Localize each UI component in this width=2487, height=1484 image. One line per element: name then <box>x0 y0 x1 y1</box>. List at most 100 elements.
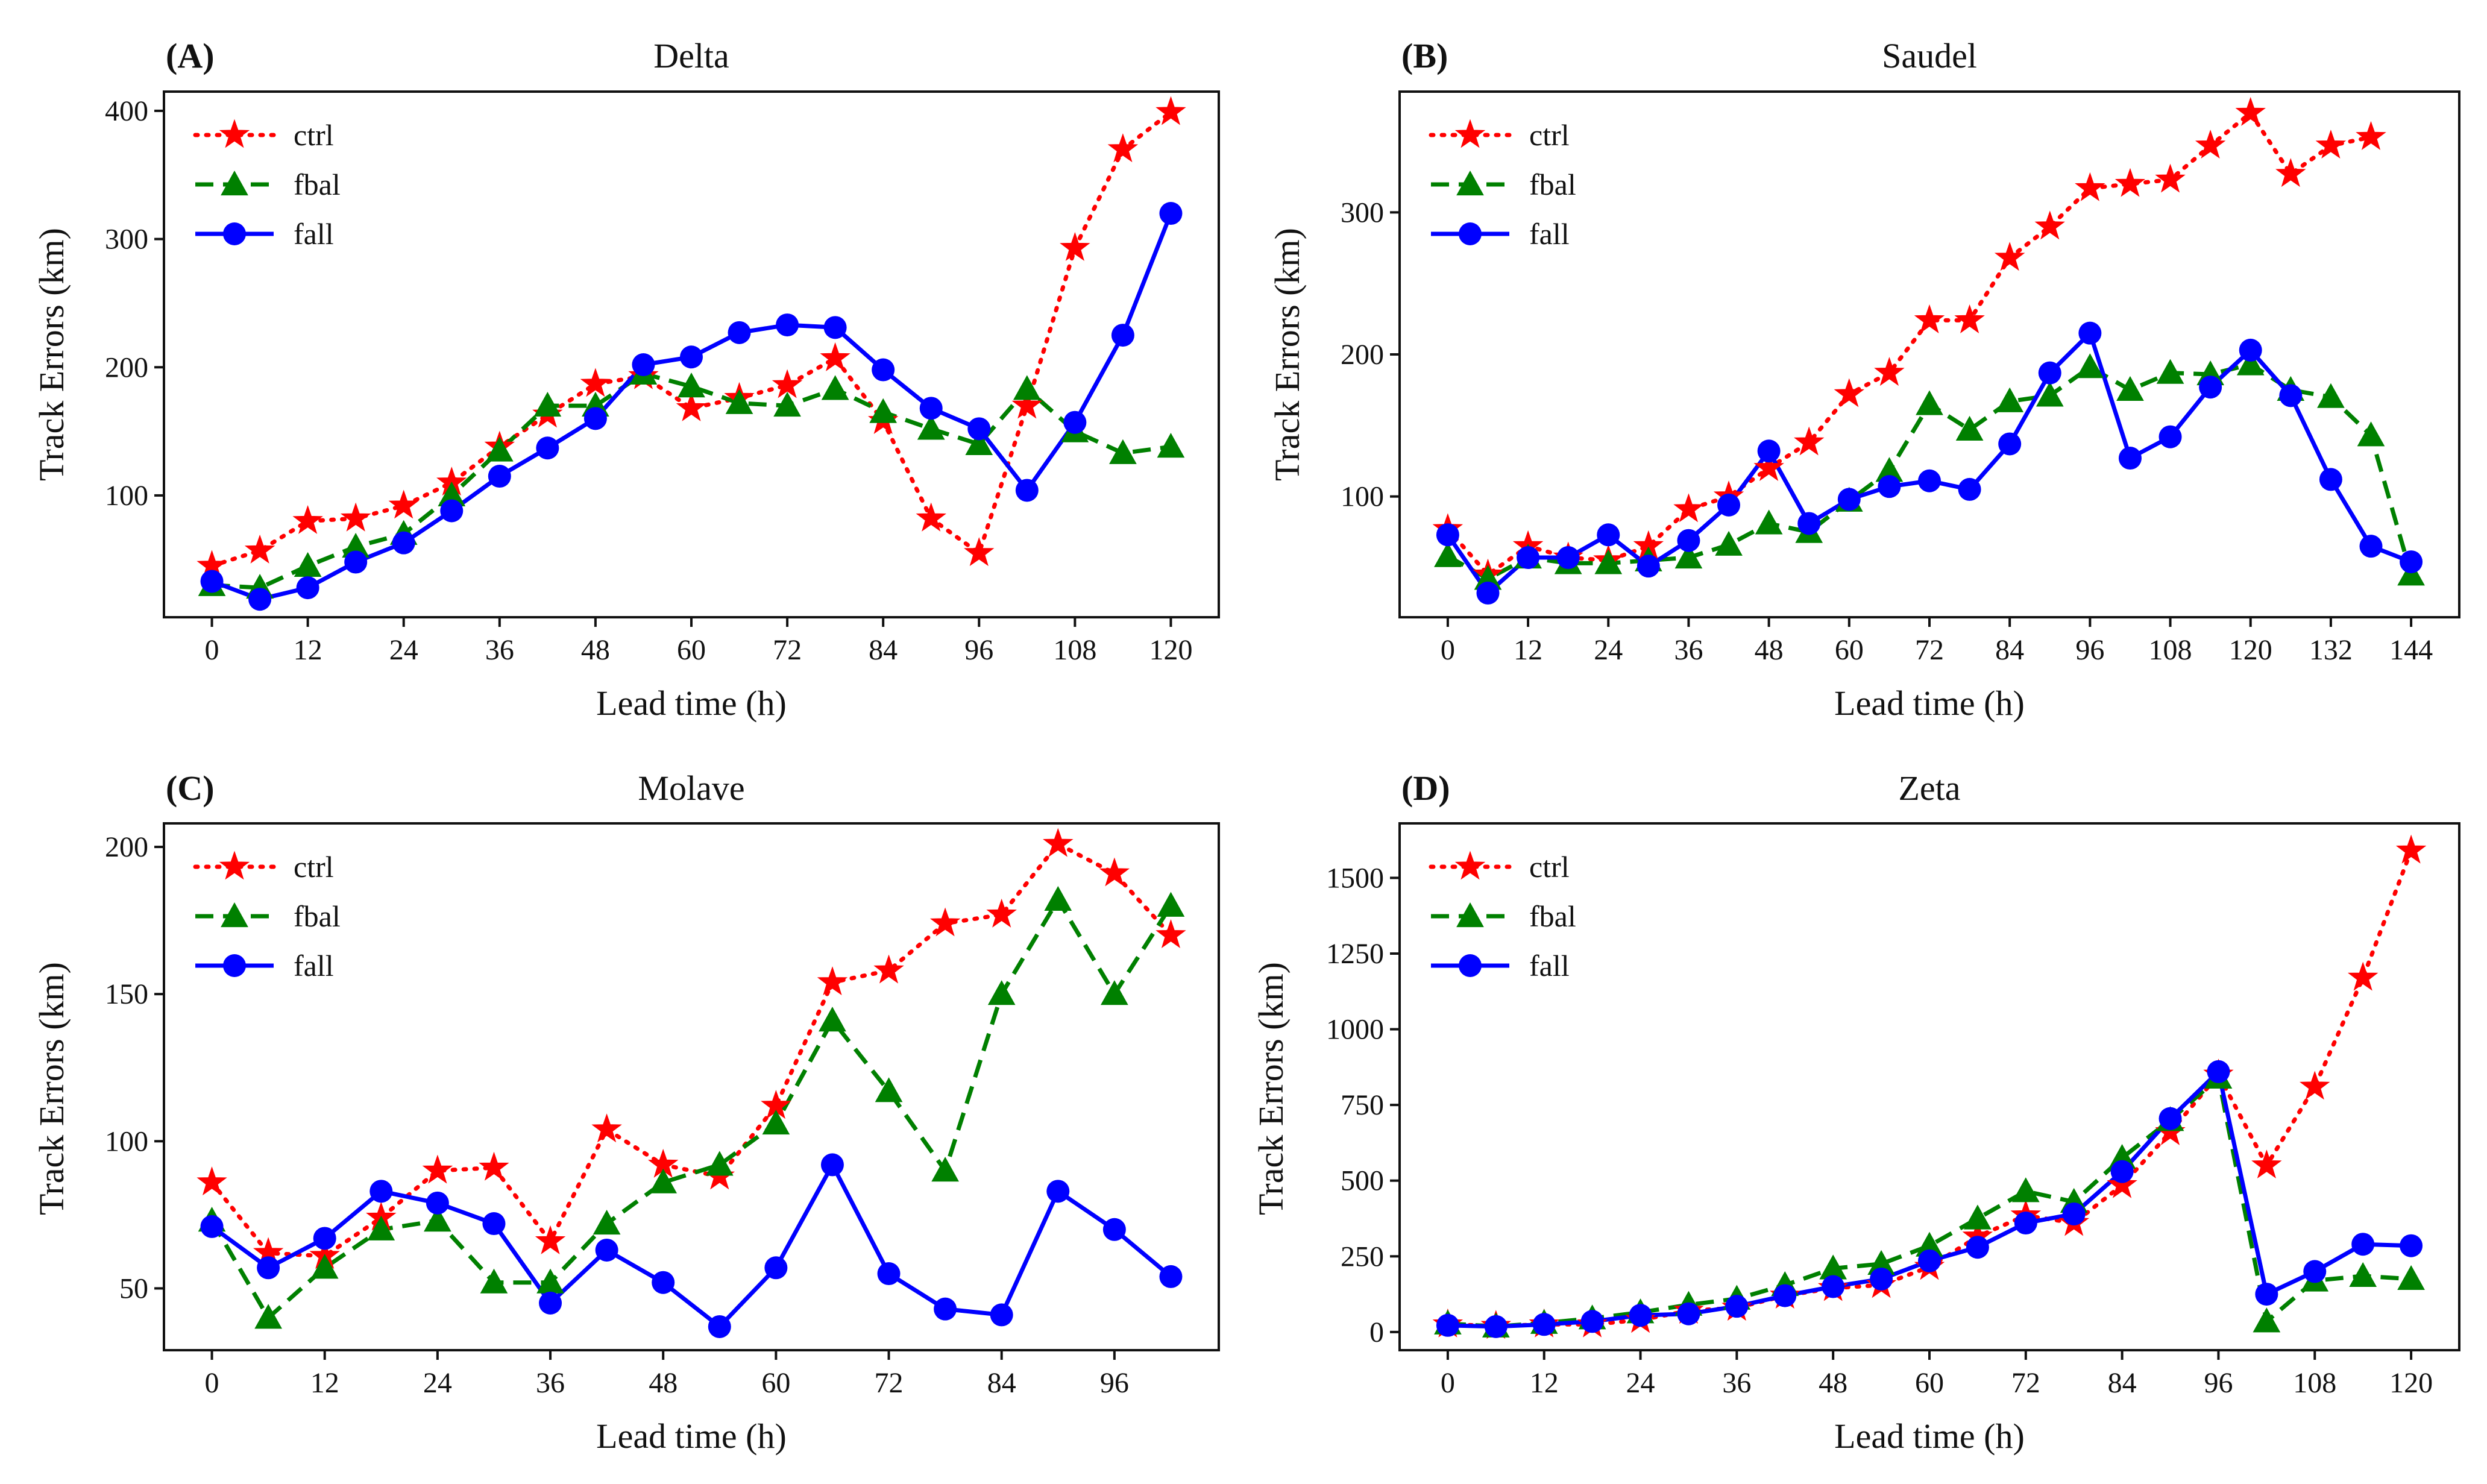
data-point-fall <box>872 358 895 382</box>
x-tick-label: 72 <box>1915 634 1944 666</box>
data-point-fall <box>257 1256 280 1280</box>
data-point-fall <box>1837 488 1861 511</box>
x-tick-label: 48 <box>1755 634 1784 666</box>
data-point-fall <box>1046 1180 1070 1203</box>
x-tick-label: 144 <box>2389 634 2433 666</box>
series-line-fbal <box>212 371 1171 590</box>
data-point-ctrl <box>964 537 995 567</box>
x-tick-label: 120 <box>2229 634 2272 666</box>
data-point-ctrl <box>2395 834 2427 864</box>
x-tick-label: 72 <box>2011 1367 2040 1399</box>
data-point-fall <box>1063 410 1087 434</box>
legend-marker-fall <box>1459 222 1482 245</box>
data-point-fall <box>248 588 272 611</box>
series-line-fall <box>1446 331 2412 596</box>
x-tick-label: 0 <box>1441 634 1455 666</box>
legend-marker-fbal <box>1456 170 1484 196</box>
legend-label-fbal: fbal <box>294 899 341 933</box>
x-tick-label: 12 <box>294 634 322 666</box>
data-point-fall <box>1958 477 1981 501</box>
data-point-fall <box>1580 1310 1604 1333</box>
x-tick-label: 24 <box>389 634 418 666</box>
data-point-fall <box>1797 512 1821 535</box>
y-tick-label: 200 <box>105 831 148 863</box>
data-point-ctrl <box>1794 426 1825 456</box>
data-point-fall <box>877 1262 901 1286</box>
data-point-ctrl <box>2155 163 2186 193</box>
x-tick-label: 60 <box>1835 634 1864 666</box>
data-point-ctrl <box>580 368 611 397</box>
data-point-fall <box>2239 338 2262 362</box>
data-point-ctrl <box>388 489 419 519</box>
legend-label-ctrl: ctrl <box>294 118 334 152</box>
data-point-fall <box>776 313 799 337</box>
x-tick-label: 108 <box>2149 634 2192 666</box>
data-point-ctrl <box>1834 378 1865 407</box>
data-point-fbal <box>705 1151 734 1176</box>
data-point-fall <box>919 397 943 420</box>
data-point-fbal <box>2397 1265 2425 1291</box>
data-point-ctrl <box>1994 242 2025 271</box>
data-point-fbal <box>875 1077 903 1102</box>
data-point-ctrl <box>916 502 946 532</box>
y-axis-label: Track Errors (km) <box>32 962 71 1215</box>
data-point-fall <box>1556 546 1580 570</box>
data-point-fbal <box>821 375 849 400</box>
data-point-fall <box>2303 1260 2327 1283</box>
data-point-ctrl <box>2107 1169 2137 1198</box>
y-tick-label: 0 <box>1369 1316 1384 1348</box>
panel-label: (B) <box>1401 36 1448 75</box>
data-point-fall <box>1717 493 1741 517</box>
data-point-ctrl <box>929 907 961 937</box>
data-point-ctrl <box>1155 919 1186 949</box>
data-point-ctrl <box>2251 1149 2282 1179</box>
data-point-fbal <box>480 1268 508 1294</box>
legend-marker-ctrl <box>1454 119 1486 148</box>
x-tick-label: 36 <box>536 1367 565 1399</box>
data-point-fall <box>296 576 319 600</box>
panel-title: Molave <box>638 769 744 808</box>
data-point-fbal <box>2236 350 2265 376</box>
x-axis-label: Lead time (h) <box>1834 1416 2025 1456</box>
data-point-fbal <box>1434 542 1462 567</box>
data-point-fall <box>369 1180 393 1203</box>
x-tick-label: 96 <box>2204 1367 2233 1399</box>
y-tick-label: 150 <box>105 978 148 1010</box>
data-point-fbal <box>254 1304 282 1329</box>
x-tick-label: 132 <box>2309 634 2353 666</box>
data-point-ctrl <box>479 1151 509 1181</box>
data-point-fbal <box>965 430 993 455</box>
data-point-ctrl <box>2114 168 2146 197</box>
x-tick-label: 48 <box>581 634 610 666</box>
data-point-ctrl <box>244 534 275 564</box>
data-point-ctrl <box>873 954 904 984</box>
data-point-fall <box>1822 1275 1845 1298</box>
data-point-ctrl <box>1155 96 1186 125</box>
data-point-fall <box>1757 439 1781 463</box>
data-point-fbal <box>725 389 753 414</box>
data-point-fall <box>680 345 703 369</box>
x-tick-label: 0 <box>205 634 219 666</box>
data-point-fall <box>1159 202 1183 225</box>
x-tick-label: 120 <box>2389 1367 2433 1399</box>
data-point-fbal <box>1101 980 1128 1005</box>
panel-molave: (C) Molave Track Errors (km) Lead time (… <box>32 769 1220 1456</box>
data-point-fall <box>1436 523 1459 547</box>
panel-label: (A) <box>166 36 215 75</box>
data-point-fbal <box>1755 509 1783 535</box>
legend-marker-fall <box>1459 954 1482 977</box>
data-point-fall <box>1773 1284 1797 1307</box>
data-point-fbal <box>2036 382 2064 407</box>
data-point-fbal <box>1157 433 1185 458</box>
data-point-fall <box>1637 555 1660 578</box>
data-point-fall <box>1918 469 1941 492</box>
data-point-fall <box>2062 1202 2086 1225</box>
x-tick-label: 60 <box>677 634 706 666</box>
x-tick-label: 36 <box>1722 1367 1751 1399</box>
legend-label-fbal: fbal <box>1529 168 1576 201</box>
data-point-fbal <box>2253 1307 2281 1333</box>
series-line-ctrl <box>1445 110 2373 577</box>
x-tick-label: 12 <box>310 1367 339 1399</box>
data-point-fall <box>1998 432 2022 456</box>
legend-label-fbal: fbal <box>1529 899 1576 933</box>
